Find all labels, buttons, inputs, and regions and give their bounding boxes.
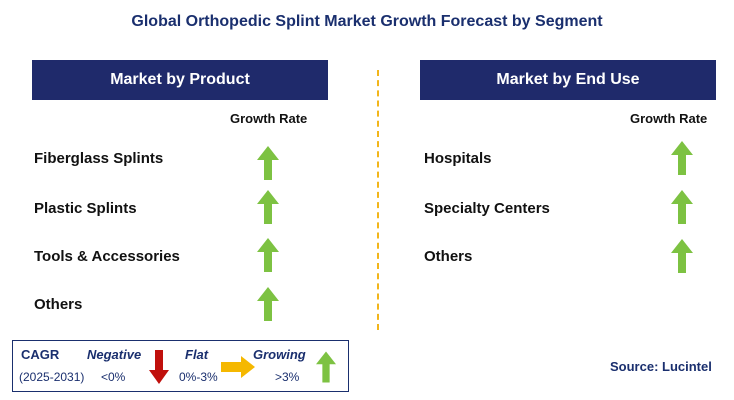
up-arrow-icon — [671, 190, 693, 224]
product-item-others: Others — [34, 296, 83, 313]
legend-growing-label: Growing — [253, 347, 306, 362]
up-arrow-icon — [257, 146, 279, 180]
legend-flat-range: 0%-3% — [179, 370, 218, 384]
page-title: Global Orthopedic Splint Market Growth F… — [131, 13, 603, 30]
product-item-fiberglass-splints: Fiberglass Splints — [34, 150, 164, 167]
right-arrow-icon — [221, 356, 255, 378]
legend-growing-range: >3% — [275, 370, 300, 384]
product-item-plastic-splints: Plastic Splints — [34, 200, 137, 217]
up-arrow-icon — [671, 239, 693, 273]
end-use-item-others: Others — [424, 248, 473, 265]
up-arrow-icon — [257, 238, 279, 272]
up-arrow-icon — [257, 287, 279, 321]
up-arrow-icon — [257, 190, 279, 224]
cagr-legend: CAGR (2025-2031) Negative <0% Flat 0%-3%… — [12, 340, 349, 392]
legend-period: (2025-2031) — [19, 370, 85, 384]
down-arrow-icon — [149, 350, 169, 384]
legend-flat-label: Flat — [185, 347, 209, 362]
product-panel-header: Market by Product — [32, 60, 328, 100]
legend-negative-label: Negative — [87, 347, 142, 362]
end-use-item-hospitals: Hospitals — [424, 150, 492, 167]
end-use-growth-rate-label: Growth Rate — [630, 111, 708, 126]
product-item-tools-accessories: Tools & Accessories — [34, 248, 180, 265]
product-growth-rate-label: Growth Rate — [230, 111, 308, 126]
panel-divider — [377, 70, 379, 330]
end-use-item-specialty-centers: Specialty Centers — [424, 200, 550, 217]
end-use-panel-header: Market by End Use — [420, 60, 716, 100]
legend-negative-range: <0% — [101, 370, 126, 384]
up-arrow-icon — [671, 141, 693, 175]
source-note: Source: Lucintel — [610, 359, 712, 374]
up-arrow-icon — [316, 351, 336, 383]
legend-cagr-label: CAGR — [21, 347, 60, 362]
